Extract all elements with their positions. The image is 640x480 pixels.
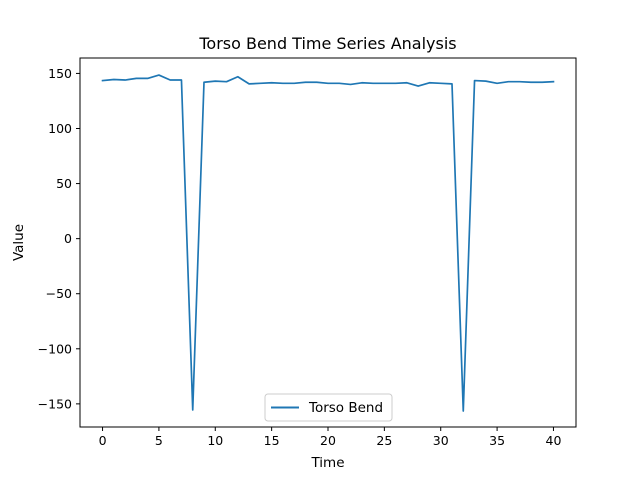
x-tick-label: 25 [376,433,392,448]
x-axis-label: Time [310,455,344,471]
legend-label-torso-bend: Torso Bend [308,400,383,416]
x-tick-label: 35 [489,433,505,448]
y-tick-label: −100 [38,341,72,356]
x-tick-label: 15 [264,433,280,448]
x-tick-label: 30 [433,433,449,448]
legend-box [264,393,393,422]
x-tick-label: 0 [99,433,107,448]
y-tick-label: −50 [46,286,72,301]
y-tick-label: 150 [48,66,72,81]
x-tick-label: 20 [320,433,336,448]
x-axis-ticks: 0 5 10 15 20 25 30 35 40 [99,427,562,448]
legend: Torso Bend [264,393,393,422]
y-tick-label: 100 [48,121,72,136]
plot-frame [79,57,577,428]
y-tick-label: −150 [38,396,72,411]
x-tick-label: 10 [207,433,223,448]
plot-area [80,58,576,427]
series-layer [101,74,555,412]
y-axis-label: Value [11,224,27,261]
x-tick-label: 5 [155,433,163,448]
x-tick-label: 40 [546,433,562,448]
y-axis-ticks: −150 −100 −50 0 50 100 150 [38,66,80,411]
y-tick-label: 0 [64,231,72,246]
y-tick-label: 50 [56,176,72,191]
chart-title: Torso Bend Time Series Analysis [198,34,456,53]
series-line-torso-bend [101,74,555,412]
